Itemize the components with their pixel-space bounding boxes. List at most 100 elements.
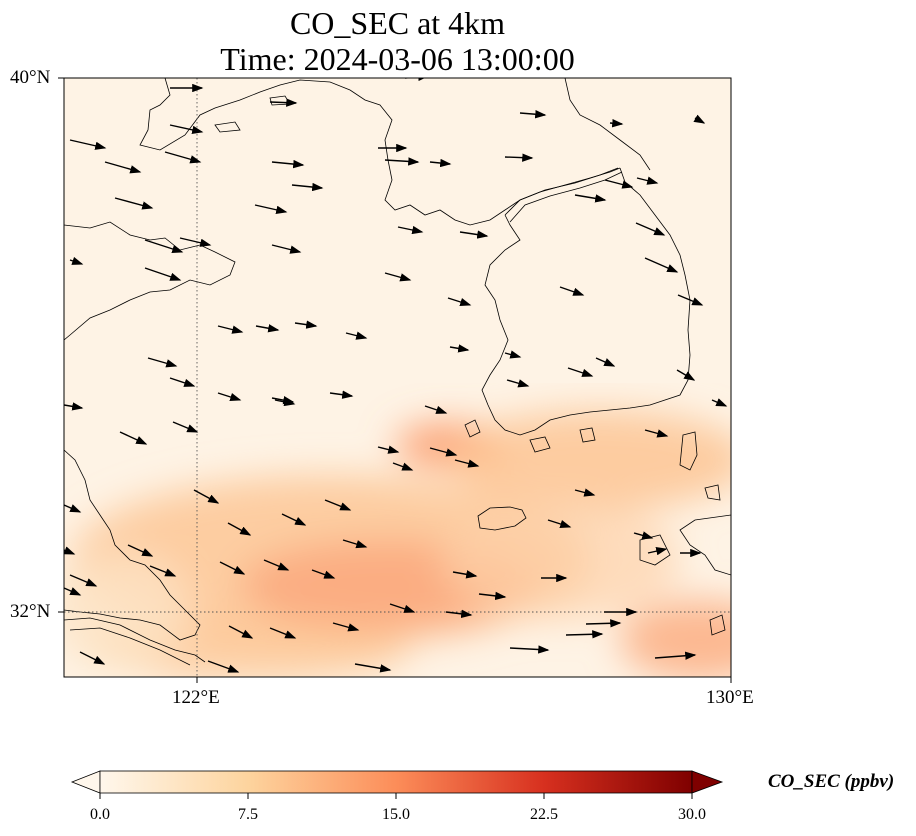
wind-arrow — [269, 98, 298, 107]
wind-arrow — [311, 569, 336, 579]
wind-arrow — [119, 431, 148, 445]
colorbar-tick-label: 15.0 — [382, 806, 410, 823]
wind-arrow — [64, 546, 76, 555]
wind-arrow — [445, 609, 473, 619]
wind-arrow — [506, 379, 530, 388]
lon-tick-label: 122°E — [172, 687, 220, 708]
wind-arrow — [447, 297, 472, 307]
wind-arrow — [219, 561, 246, 575]
wind-arrow — [144, 267, 182, 281]
map-frame — [63, 77, 732, 678]
colorbar-tick-label: 30.0 — [678, 806, 706, 823]
wind-arrow — [164, 151, 202, 164]
colorbar-extend-high — [691, 770, 724, 794]
wind-arrow — [149, 565, 177, 577]
wind-arrow — [354, 663, 392, 673]
wind-arrow — [255, 324, 280, 333]
wind-arrow — [147, 357, 178, 368]
wind-arrow — [228, 625, 254, 639]
wind-arrow — [644, 429, 669, 438]
wind-arrow — [574, 194, 607, 203]
wind-arrow — [329, 390, 354, 399]
coastlines — [64, 78, 731, 666]
wind-arrow — [179, 237, 212, 247]
wind-arrow — [677, 294, 704, 306]
concentration-field — [64, 78, 731, 677]
wind-arrow — [633, 531, 654, 540]
wind-arrow — [144, 239, 184, 253]
wind-arrow — [104, 161, 142, 174]
wind-arrow — [585, 619, 622, 628]
wind-arrow — [274, 397, 296, 407]
wind-arrow — [636, 176, 659, 185]
wind-arrow — [169, 377, 196, 387]
colorbar-tick-label: 7.5 — [238, 806, 258, 823]
gridlines — [64, 78, 731, 677]
lat-tick-label: 40°N — [10, 67, 51, 88]
wind-arrow — [291, 182, 324, 192]
wind-arrow — [449, 344, 470, 353]
wind-arrow — [345, 331, 368, 340]
wind-arrow — [332, 622, 360, 632]
wind-arrow — [519, 110, 547, 119]
wind-arrow — [384, 272, 412, 282]
wind-arrow — [342, 539, 368, 549]
wind-arrow — [271, 159, 305, 169]
lat-tick-label: 32°N — [10, 601, 51, 622]
wind-arrow — [69, 256, 84, 265]
wind-arrow — [647, 547, 668, 556]
wind-arrow — [504, 350, 522, 359]
wind-vectors — [64, 78, 728, 673]
wind-arrow — [127, 544, 154, 557]
wind-arrow — [644, 257, 679, 273]
wind-arrow — [567, 367, 594, 377]
wind-arrow — [565, 630, 604, 639]
wind-arrow — [389, 603, 416, 613]
wind-arrow — [559, 286, 585, 296]
wind-arrow — [64, 504, 82, 513]
wind-arrow — [207, 660, 240, 673]
wind-arrow — [459, 230, 489, 239]
wind-arrow — [217, 392, 242, 402]
wind-arrow — [595, 357, 616, 367]
wind-arrow — [574, 488, 596, 497]
wind-arrow — [452, 570, 478, 579]
wind-arrow — [609, 119, 624, 128]
colorbar-gradient — [99, 770, 693, 794]
wind-arrow — [509, 645, 550, 654]
wind-arrow — [377, 445, 400, 454]
wind-arrow — [547, 519, 572, 529]
wind-arrow — [217, 325, 244, 334]
lon-tick-label: 130°E — [706, 687, 754, 708]
wind-arrow — [294, 320, 318, 329]
colorbar — [70, 770, 724, 799]
wind-arrow — [69, 574, 98, 587]
wind-arrow — [193, 489, 220, 504]
wind-arrow — [114, 197, 154, 210]
wind-arrow — [263, 559, 290, 571]
wind-arrow — [392, 462, 414, 471]
axis-ticks — [58, 77, 732, 683]
colorbar-extend-low — [70, 770, 101, 794]
wind-arrow — [384, 157, 420, 166]
wind-arrow — [654, 651, 697, 660]
colorbar-tick-label: 0.0 — [90, 806, 110, 823]
wind-arrow — [271, 244, 302, 254]
wind-arrow — [711, 398, 728, 407]
wind-arrow — [69, 139, 107, 150]
wind-arrow — [254, 204, 288, 214]
wind-arrow — [424, 405, 448, 414]
wind-arrow — [454, 459, 480, 468]
wind-arrow — [397, 225, 424, 235]
wind-arrow — [635, 222, 666, 236]
chart-title: CO_SEC at 4km — [289, 5, 506, 41]
wind-arrow — [324, 499, 352, 511]
wind-arrow — [64, 402, 84, 411]
wind-arrow — [478, 591, 507, 601]
wind-arrow — [693, 114, 706, 124]
colorbar-label: CO_SEC (ppbv) — [768, 771, 895, 792]
wind-arrow — [281, 513, 307, 526]
wind-arrow — [227, 522, 252, 536]
wind-arrow — [269, 627, 297, 639]
